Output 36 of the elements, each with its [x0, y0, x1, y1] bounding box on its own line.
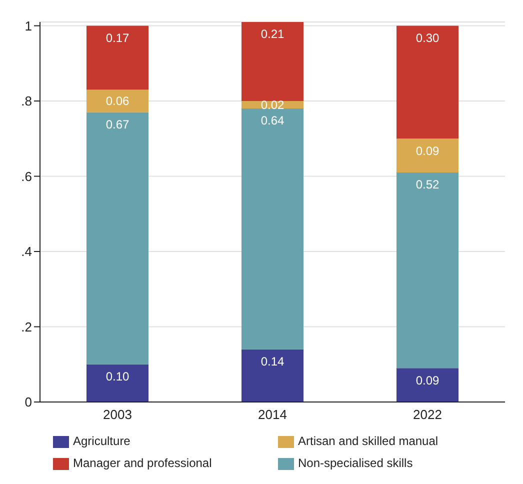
bar	[86, 364, 148, 402]
bar	[396, 138, 458, 172]
data-label: 0.21	[260, 27, 284, 42]
data-label: 0.02	[260, 98, 284, 112]
x-tick-label: 2022	[413, 407, 442, 422]
legend-label: Manager and professional	[73, 456, 212, 470]
y-tick-label: .6	[21, 168, 32, 184]
bar	[396, 368, 458, 402]
y-tick-label: 1	[24, 18, 32, 34]
x-tick-label: 2014	[258, 407, 287, 422]
data-label: 0.09	[416, 373, 440, 388]
data-label: 0.17	[106, 30, 130, 45]
legend-label: Non-specialised skills	[298, 456, 413, 470]
x-tick-label: 2003	[103, 407, 132, 422]
y-tick-label: 0	[24, 394, 32, 410]
bar	[86, 90, 148, 112]
data-label: 0.10	[106, 370, 130, 384]
data-label: 0.06	[106, 94, 130, 108]
y-tick-label: .2	[21, 319, 32, 334]
data-label: 0.14	[260, 354, 284, 369]
bar	[242, 349, 304, 402]
data-label: 0.64	[260, 114, 284, 128]
bar	[86, 112, 148, 364]
y-tick-label: .4	[21, 244, 32, 260]
bar	[86, 26, 148, 90]
y-tick-label: .8	[21, 94, 32, 109]
bar	[396, 172, 458, 368]
legend-label: Agriculture	[73, 434, 130, 448]
bar	[242, 108, 304, 350]
legend-label: Artisan and skilled manual	[298, 434, 438, 448]
data-label: 0.09	[416, 144, 440, 158]
data-label: 0.52	[416, 178, 440, 192]
bar	[242, 22, 304, 102]
bar	[396, 26, 458, 139]
data-label: 0.30	[416, 30, 440, 45]
data-label: 0.67	[106, 117, 130, 132]
